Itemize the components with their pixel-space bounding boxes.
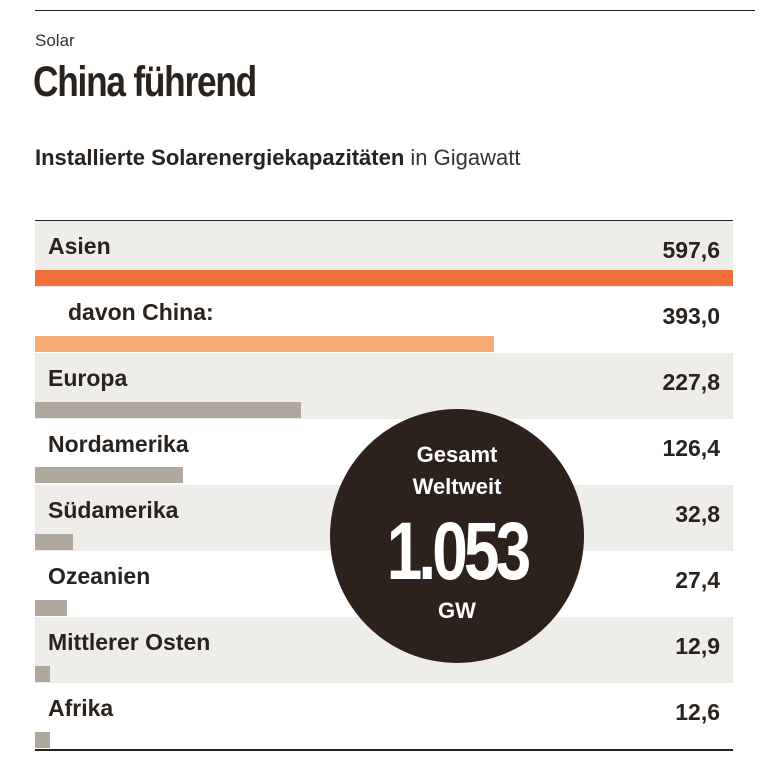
bar-7	[35, 732, 50, 748]
badge-label-gesamt: Gesamt	[416, 442, 498, 467]
bar-6	[35, 666, 50, 682]
value-label: 27,4	[675, 567, 720, 593]
table-row: Nordamerika 126,4	[35, 419, 733, 485]
table-row: Ozeanien 27,4	[35, 551, 733, 617]
table-top-rule	[35, 220, 733, 221]
bar-0	[35, 270, 733, 286]
value-label: 393,0	[662, 303, 720, 329]
badge-unit: GW	[438, 598, 476, 623]
category-label: Nordamerika	[48, 431, 189, 457]
value-label: 597,6	[662, 237, 720, 263]
category-label: Mittlerer Osten	[48, 629, 211, 655]
value-label: 12,9	[675, 633, 720, 659]
badge-label-weltweit: Weltweit	[412, 474, 502, 499]
value-label: 32,8	[675, 501, 720, 527]
headline: China führend	[33, 58, 257, 106]
category-label: Asien	[48, 233, 111, 259]
kicker: Solar	[35, 31, 75, 50]
value-label: 12,6	[675, 699, 720, 725]
category-label: davon China:	[68, 299, 214, 325]
bar-4	[35, 534, 73, 550]
value-label: 227,8	[662, 369, 720, 395]
bar-2	[35, 402, 301, 418]
table-row: davon China: 393,0	[35, 287, 733, 353]
total-badge: Gesamt Weltweit 1.053 GW	[330, 409, 584, 663]
subtitle-unit: in Gigawatt	[410, 145, 521, 170]
category-label: Afrika	[48, 695, 114, 721]
subtitle-title: Installierte Solarenergiekapazitäten	[35, 145, 405, 170]
badge-total-value: 1.053	[386, 506, 531, 597]
bar-1	[35, 336, 494, 352]
top-rule	[35, 10, 755, 11]
category-label: Südamerika	[48, 497, 179, 523]
category-label: Europa	[48, 365, 128, 391]
category-label: Ozeanien	[48, 563, 151, 589]
bar-3	[35, 467, 183, 483]
chart-subtitle: Installierte Solarenergiekapazitäten in …	[35, 145, 520, 171]
bar-5	[35, 600, 67, 616]
table-bottom-rule	[35, 749, 733, 751]
table-row: Afrika 12,6	[35, 683, 733, 749]
value-label: 126,4	[662, 435, 720, 461]
